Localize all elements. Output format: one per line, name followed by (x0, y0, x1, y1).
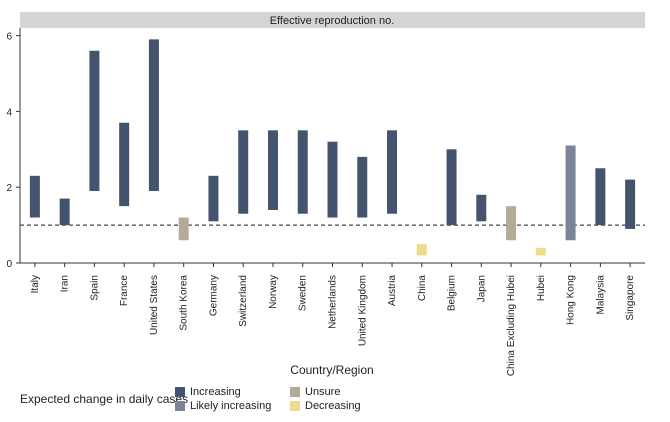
x-tick-label-japan: Japan (476, 275, 487, 302)
bar-norway (267, 130, 278, 210)
x-tick-label-spain: Spain (89, 275, 100, 301)
legend-item-decreasing: Decreasing (290, 400, 361, 412)
legend-item-likely-increasing: Likely increasing (175, 400, 271, 412)
bar-china-excluding-hubei (506, 206, 517, 241)
bar-malaysia (595, 168, 606, 226)
x-tick-label-italy: Italy (30, 275, 41, 293)
legend: Expected change in daily cases Increasin… (20, 384, 420, 416)
x-axis-title: Country/Region (290, 363, 373, 377)
legend-swatch-unsure (290, 387, 300, 397)
x-tick-label-iran: Iran (60, 275, 71, 292)
bar-belgium (446, 149, 457, 226)
x-tick-label-united-states: United States (149, 275, 160, 335)
y-tick-label-2: 2 (6, 183, 12, 194)
bar-austria (387, 130, 398, 214)
bar-united-states (148, 39, 159, 191)
y-tick-label-0: 0 (6, 259, 12, 270)
bar-germany (208, 175, 219, 222)
x-tick-label-france: France (119, 275, 130, 307)
range-bars (29, 39, 636, 256)
bar-spain (89, 50, 100, 191)
bar-switzerland (238, 130, 249, 214)
x-tick-label-netherlands: Netherlands (328, 275, 339, 329)
legend-item-increasing: Increasing (175, 386, 241, 398)
legend-swatch-likely-increasing (175, 401, 185, 411)
x-tick-label-switzerland: Switzerland (238, 275, 249, 327)
bar-china (416, 244, 427, 256)
x-tick-label-austria: Austria (387, 275, 398, 307)
y-axis-ticks: 0 2 4 6 (6, 32, 20, 270)
x-tick-label-united-kingdom: United Kingdom (357, 275, 368, 346)
bar-netherlands (327, 141, 338, 218)
legend-swatch-increasing (175, 387, 185, 397)
y-tick-label-6: 6 (6, 32, 12, 43)
bar-united-kingdom (357, 156, 368, 218)
x-tick-label-singapore: Singapore (625, 275, 636, 321)
x-tick-label-china: China (417, 275, 428, 302)
x-tick-label-germany: Germany (208, 275, 219, 316)
x-axis-ticks: Italy Iran Spain France United States South K… (30, 263, 636, 376)
legend-title: Expected change in daily cases (20, 392, 189, 406)
legend-item-unsure: Unsure (290, 386, 340, 398)
bar-south-korea (178, 217, 189, 241)
facet-strip-title: Effective reproduction no. (270, 15, 395, 27)
y-tick-label-4: 4 (6, 107, 12, 118)
legend-label-likely-increasing: Likely increasing (190, 400, 272, 412)
x-tick-label-hong-kong: Hong Kong (566, 275, 577, 325)
legend-swatch-decreasing (290, 401, 300, 411)
bar-sweden (297, 130, 308, 214)
x-tick-label-hubei: Hubei (536, 275, 547, 301)
bar-singapore (625, 179, 636, 229)
bar-hong-kong (565, 145, 576, 241)
x-tick-label-china-excluding-hubei: China Excluding Hubei (506, 275, 517, 376)
bar-italy (29, 175, 40, 218)
legend-label-decreasing: Decreasing (305, 400, 361, 412)
bar-iran (59, 198, 70, 226)
bar-hubei (535, 247, 546, 256)
x-tick-label-sweden: Sweden (298, 275, 309, 311)
x-tick-label-malaysia: Malaysia (595, 275, 606, 315)
x-tick-label-norway: Norway (268, 275, 279, 309)
x-tick-label-belgium: Belgium (447, 275, 458, 311)
bar-japan (476, 194, 487, 222)
x-tick-label-south-korea: South Korea (179, 275, 190, 331)
facet-strip (20, 12, 645, 28)
legend-label-unsure: Unsure (305, 386, 341, 398)
legend-label-increasing: Increasing (190, 386, 241, 398)
bar-france (119, 122, 130, 207)
